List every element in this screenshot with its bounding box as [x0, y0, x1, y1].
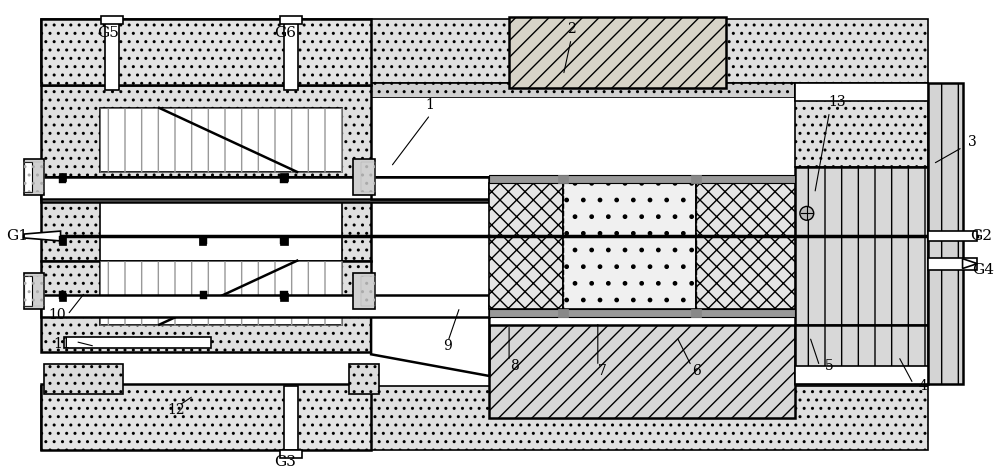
Bar [696, 183, 795, 309]
Bar [41, 384, 371, 450]
Text: 6: 6 [692, 364, 701, 378]
Bar [100, 108, 342, 172]
Bar [371, 177, 489, 202]
Bar [795, 167, 928, 325]
Text: G2: G2 [970, 229, 992, 243]
Bar [361, 162, 375, 192]
Bar [795, 366, 928, 384]
Bar [928, 258, 977, 269]
Bar [509, 17, 726, 88]
Text: 5: 5 [825, 359, 834, 373]
Text: 4: 4 [919, 379, 928, 393]
Bar [59, 175, 66, 183]
Bar [100, 108, 342, 172]
Circle shape [800, 206, 814, 220]
Bar [41, 85, 371, 177]
Text: 13: 13 [829, 95, 846, 109]
Bar [24, 162, 32, 192]
Bar [691, 309, 701, 317]
Bar [200, 236, 207, 244]
Bar [100, 177, 342, 260]
Bar [64, 337, 211, 349]
Bar [59, 293, 66, 301]
Polygon shape [24, 231, 61, 241]
Bar [59, 237, 66, 245]
Bar [24, 276, 44, 306]
Text: G6: G6 [274, 26, 296, 40]
Bar [691, 175, 701, 183]
Bar [489, 175, 795, 183]
Bar [41, 177, 371, 260]
Bar [353, 159, 375, 195]
Bar [199, 237, 206, 245]
Bar [200, 291, 207, 299]
Text: 8: 8 [510, 359, 518, 373]
Bar [280, 173, 288, 181]
Bar [24, 159, 44, 195]
Bar [41, 386, 928, 450]
Polygon shape [963, 259, 977, 268]
Bar [489, 325, 795, 418]
Bar [280, 16, 302, 24]
Bar [284, 19, 298, 90]
Text: 10: 10 [49, 308, 66, 322]
Polygon shape [371, 295, 489, 376]
Text: 9: 9 [444, 340, 452, 353]
Bar [101, 16, 123, 24]
Bar [280, 237, 288, 245]
Bar [41, 19, 928, 83]
Bar [41, 177, 489, 202]
Text: 7: 7 [598, 364, 607, 378]
Bar [41, 260, 371, 352]
Text: 1: 1 [426, 98, 435, 112]
Bar [361, 276, 375, 306]
Bar [59, 236, 66, 244]
Polygon shape [371, 177, 489, 199]
Bar [280, 450, 302, 458]
Bar [795, 325, 928, 384]
Bar [105, 19, 119, 90]
Bar [41, 295, 489, 317]
Bar [795, 83, 928, 167]
Text: 3: 3 [968, 135, 977, 149]
Bar [41, 19, 371, 85]
Bar [353, 274, 375, 309]
Bar [24, 162, 44, 192]
Bar [100, 260, 342, 325]
Bar [41, 177, 489, 199]
Text: G3: G3 [274, 455, 296, 469]
Bar [489, 183, 563, 309]
Bar [371, 98, 795, 128]
Bar [280, 236, 288, 244]
Text: G5: G5 [97, 26, 119, 40]
Text: 12: 12 [167, 404, 185, 417]
Bar [59, 291, 66, 299]
Bar [563, 183, 696, 309]
Bar [24, 274, 44, 309]
Bar [928, 83, 963, 384]
Bar [280, 293, 288, 301]
Bar [558, 175, 568, 183]
Bar [280, 175, 288, 183]
Bar [558, 309, 568, 317]
Bar [349, 364, 379, 394]
Bar [928, 231, 977, 241]
Text: 2: 2 [567, 22, 576, 36]
Text: 11: 11 [54, 337, 71, 351]
Bar [100, 260, 342, 325]
Bar [280, 291, 288, 299]
Bar [24, 276, 32, 306]
Bar [284, 386, 298, 450]
Bar [489, 309, 795, 317]
Bar [371, 83, 795, 98]
Bar [44, 364, 123, 394]
Text: G1: G1 [6, 229, 28, 243]
Bar [59, 173, 66, 181]
Text: G4: G4 [972, 262, 994, 276]
Bar [795, 83, 928, 101]
